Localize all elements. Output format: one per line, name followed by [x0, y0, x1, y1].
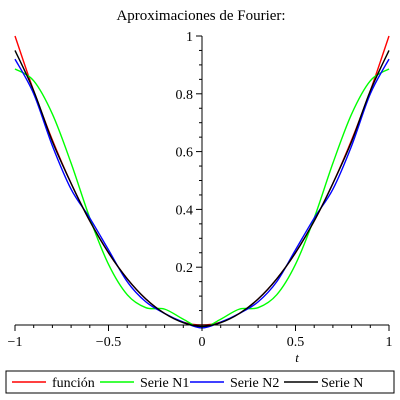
x-tick-label: −1: [8, 335, 23, 350]
y-tick-label: 0.6: [176, 146, 194, 161]
legend: función Serie N1 Serie N2 Serie N: [5, 370, 395, 394]
x-tick-label: 1: [386, 335, 393, 350]
x-tick-label: 0.5: [287, 335, 305, 350]
y-tick-label: 1: [186, 30, 193, 45]
legend-label-3: Serie N2: [230, 376, 279, 391]
y-tick-label: 0.4: [176, 203, 194, 218]
chart-title: Aproximaciones de Fourier:: [116, 8, 285, 24]
legend-label-2: Serie N1: [140, 376, 189, 391]
axes-layer: −1 −0.5 0 0.5 1 0.2 0.4 0.6 0.8 1: [8, 30, 393, 350]
legend-label-4: Serie N: [321, 376, 363, 391]
y-tick-label: 0.8: [176, 88, 194, 103]
x-tick-label: −0.5: [96, 335, 121, 350]
legend-label-1: función: [52, 376, 95, 391]
x-tick-label: 0: [199, 335, 206, 350]
y-tick-label: 0.2: [176, 261, 194, 276]
x-axis-label: t: [295, 350, 299, 365]
